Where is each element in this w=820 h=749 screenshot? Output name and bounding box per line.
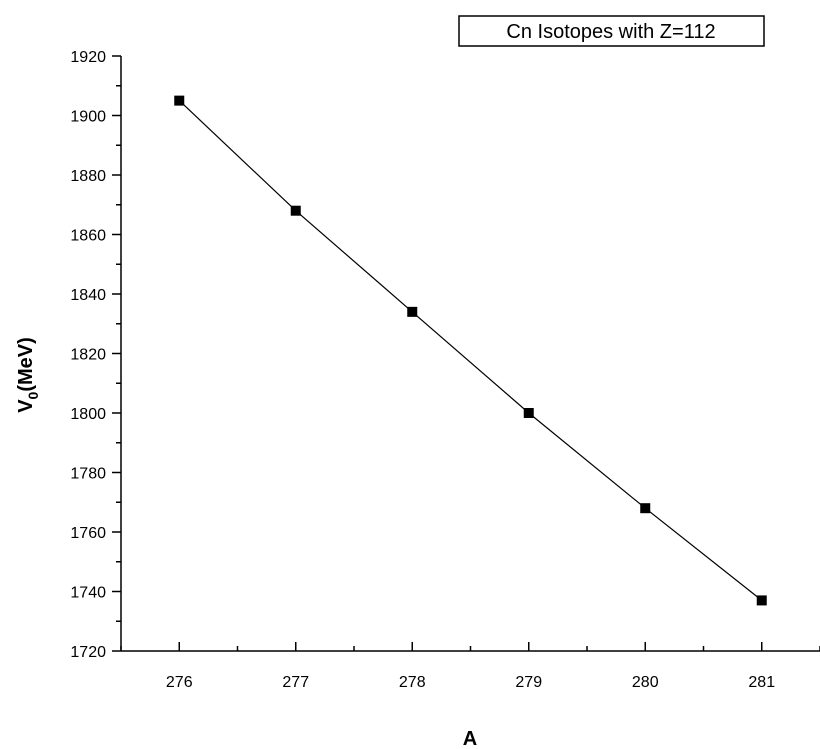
x-tick-label: 279: [515, 674, 542, 691]
y-tick-label: 1900: [70, 109, 106, 126]
y-ticks: 1720 1740 1760 1780 1800 1820 1840 1860 1880 1900…: [70, 49, 121, 661]
y-tick-label: 1840: [70, 287, 106, 304]
series-layer: [174, 95, 767, 606]
y-tick-label: 1740: [70, 585, 106, 602]
y-tick-label: 1780: [70, 466, 106, 483]
data-point: [523, 408, 534, 418]
y-tick-label: 1800: [70, 406, 106, 423]
y-tick-label: 1920: [70, 49, 106, 66]
data-point: [407, 306, 418, 317]
x-tick-label: 280: [632, 674, 659, 691]
y-tick-label: 1860: [70, 228, 106, 245]
legend: Cn Isotopes with Z=112: [458, 15, 765, 47]
legend-box: [458, 15, 765, 47]
y-axis-title: V0(MeV): [15, 337, 41, 413]
data-point: [640, 503, 651, 514]
y-tick-label: 1760: [70, 525, 106, 542]
data-point: [174, 95, 185, 106]
x-axis-title: A: [463, 728, 477, 749]
legend-label: Cn Isotopes with Z=112: [506, 21, 715, 43]
x-tick-label: 277: [282, 674, 309, 691]
data-point: [756, 595, 767, 606]
x-ticks: 276 277 278 279 280 281: [120, 642, 820, 691]
y-axis-title-subscript: 0: [25, 391, 41, 399]
y-axis-title-prefix: V: [15, 399, 37, 413]
x-tick-label: 278: [399, 674, 426, 691]
y-tick-label: 1720: [70, 644, 106, 661]
y-tick-label: 1880: [70, 168, 106, 185]
data-point: [290, 205, 301, 216]
y-tick-label: 1820: [70, 347, 106, 364]
y-axis-title-suffix: (MeV): [15, 337, 37, 391]
x-tick-label: 281: [748, 674, 775, 691]
x-tick-label: 276: [166, 674, 193, 691]
series-line: [178, 100, 763, 601]
